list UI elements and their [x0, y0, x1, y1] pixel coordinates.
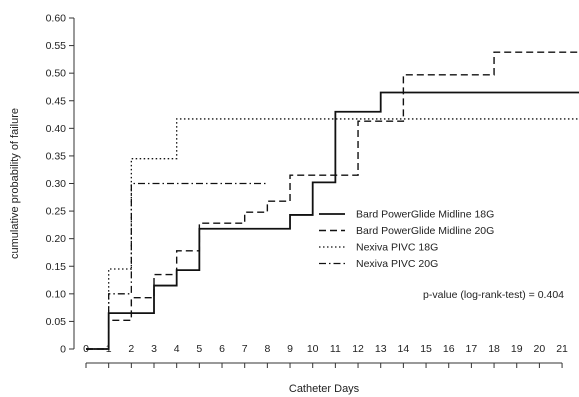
- y-tick-label: 0.15: [46, 261, 67, 273]
- series-layer: [86, 51, 579, 350]
- x-tick-label: 8: [264, 343, 270, 355]
- y-tick-label: 0.50: [46, 68, 67, 80]
- x-tick-label: 3: [151, 343, 157, 355]
- x-tick-label: 18: [488, 343, 500, 355]
- y-axis-title: cumulative probability of failure: [9, 108, 21, 259]
- x-tick-label: 4: [174, 343, 180, 355]
- legend: Bard PowerGlide Midline 18G Bard PowerGli…: [319, 209, 494, 270]
- y-tick-label: 0.25: [46, 206, 67, 218]
- x-tick-label: 11: [330, 343, 341, 355]
- x-tick-label: 2: [128, 343, 134, 355]
- legend-label-3: Nexiva PIVC 18G: [356, 242, 438, 254]
- x-tick-label: 20: [534, 343, 546, 355]
- x-tick-label: 16: [443, 343, 455, 355]
- x-tick-label: 6: [219, 343, 225, 355]
- y-tick-label: 0.55: [46, 40, 67, 52]
- x-axis-title: Catheter Days: [289, 383, 360, 395]
- x-tick-label: 13: [375, 343, 387, 355]
- legend-label-4: Nexiva PIVC 20G: [356, 258, 438, 270]
- y-tick-label: 0.60: [46, 13, 67, 25]
- y-tick-label: 0.10: [46, 288, 67, 300]
- legend-label-2: Bard PowerGlide Midline 20G: [356, 225, 494, 237]
- x-tick-label: 15: [420, 343, 432, 355]
- series-line-2: [86, 51, 579, 350]
- y-tick-label: 0.35: [46, 150, 67, 162]
- series-line-1: [86, 91, 579, 350]
- axes: 0 0.05 0.10 0.15 0.20 0.25 0.30 0.35 0.40 0.45 0.5…: [46, 13, 568, 368]
- legend-label-1: Bard PowerGlide Midline 18G: [356, 209, 494, 221]
- p-value-annotation: p-value (log-rank-test) = 0.404: [423, 289, 564, 301]
- x-tick-label: 12: [352, 343, 364, 355]
- x-tick-label: 10: [307, 343, 319, 355]
- x-tick-label: 19: [511, 343, 523, 355]
- y-tick-label: 0.30: [46, 178, 67, 190]
- x-tick-label: 7: [242, 343, 248, 355]
- x-tick-label: 9: [287, 343, 293, 355]
- y-tick-label: 0.40: [46, 123, 67, 135]
- series-line-3: [86, 118, 579, 350]
- y-tick-label: 0.20: [46, 233, 67, 245]
- x-tick-label: 5: [196, 343, 202, 355]
- x-tick-label: 14: [398, 343, 410, 355]
- x-tick-label: 17: [466, 343, 478, 355]
- y-tick-label: 0.05: [46, 316, 67, 328]
- series-line-4: [86, 182, 268, 350]
- x-tick-label: 21: [556, 343, 568, 355]
- y-tick-label: 0: [60, 344, 66, 356]
- y-tick-label: 0.45: [46, 95, 67, 107]
